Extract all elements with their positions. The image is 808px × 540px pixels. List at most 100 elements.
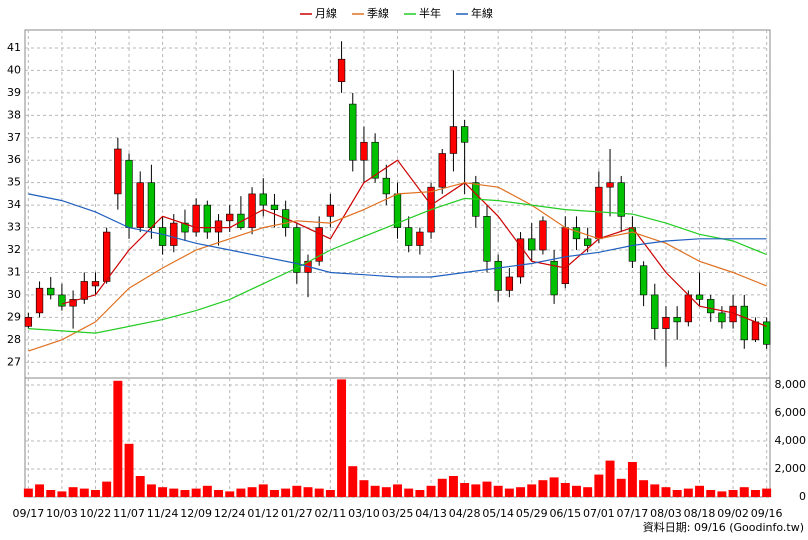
y-tick-label: 28	[7, 333, 21, 346]
candle-body	[695, 294, 704, 300]
y-tick-label: 32	[7, 243, 21, 256]
legend-label: 半年	[419, 6, 441, 20]
volume-bar	[113, 380, 123, 497]
y-tick-label: 39	[7, 86, 21, 99]
candle-body	[651, 294, 659, 329]
volume-bar	[281, 488, 291, 497]
volume-bar	[359, 480, 369, 497]
candle-body	[740, 305, 748, 341]
volume-bar	[146, 484, 156, 497]
volume-bar	[616, 478, 626, 497]
volume-bar	[538, 480, 548, 497]
volume-bar	[348, 466, 358, 497]
y-tick-label: 34	[7, 198, 21, 211]
volume-bar	[504, 488, 514, 497]
volume-bar	[437, 478, 447, 497]
x-tick-label: 12/09	[180, 507, 212, 520]
x-tick-label: 04/13	[415, 507, 447, 520]
volume-bar	[46, 490, 56, 497]
candle-body	[248, 193, 256, 228]
x-tick-label: 03/10	[348, 507, 380, 520]
candle-body	[662, 317, 670, 329]
volume-bar	[516, 487, 526, 497]
x-tick-label: 07/17	[617, 507, 649, 520]
volume-bar	[650, 484, 660, 497]
candle-body	[360, 141, 368, 161]
candle-body	[69, 299, 77, 307]
volume-bar	[627, 462, 637, 497]
y2-tick-label: 8,000	[775, 378, 807, 391]
volume-bar	[314, 488, 324, 497]
volume-bar	[191, 488, 201, 497]
candle-body	[147, 182, 156, 228]
candle-body	[24, 317, 33, 327]
volume-bar	[135, 476, 145, 497]
x-tick-label: 11/07	[113, 507, 145, 520]
ma-line	[28, 182, 767, 352]
candle-body	[762, 321, 771, 345]
y-tick-label: 36	[7, 153, 21, 166]
y-tick-label: 35	[7, 176, 21, 189]
volume-bar	[672, 490, 682, 497]
x-tick-label: 12/24	[214, 507, 246, 520]
candle-body	[416, 231, 424, 246]
volume-bar	[35, 484, 45, 497]
volume-bar	[214, 490, 223, 497]
candle-body	[337, 58, 346, 82]
candle-body	[158, 227, 167, 246]
ma-line	[28, 193, 767, 278]
x-tick-label: 08/18	[684, 507, 716, 520]
candle-body	[561, 227, 569, 285]
volume-bar	[258, 484, 268, 497]
volume-bar	[124, 443, 134, 497]
volume-bar	[337, 379, 347, 497]
volume-bar	[706, 490, 716, 497]
x-tick-label: 10/03	[46, 507, 78, 520]
volume-bar	[236, 488, 246, 497]
ma-line	[28, 197, 767, 334]
volume-bar	[158, 487, 168, 497]
candle-body	[382, 177, 390, 195]
candle-body	[270, 204, 279, 210]
candle-body	[617, 182, 625, 217]
candle-body	[103, 231, 111, 282]
y-tick-label: 41	[7, 41, 21, 54]
candle-body	[673, 317, 681, 323]
volume-bar	[426, 485, 436, 497]
x-tick-label: 04/28	[449, 507, 481, 520]
volume-bar	[68, 487, 78, 497]
volume-bar	[560, 483, 570, 497]
x-tick-label: 09/17	[13, 507, 45, 520]
candle-body	[584, 238, 592, 246]
candle-body	[371, 141, 379, 179]
volume-bar	[739, 487, 749, 497]
y-tick-label: 33	[7, 221, 21, 234]
candle-body	[203, 204, 211, 233]
x-tick-label: 01/27	[281, 507, 313, 520]
volume-bar	[23, 488, 33, 497]
candle-body	[91, 281, 100, 287]
candle-body	[192, 204, 200, 233]
volume-bar	[202, 485, 212, 497]
volume-bar	[572, 485, 581, 497]
volume-bar	[683, 488, 693, 497]
x-tick-label: 08/03	[650, 507, 682, 520]
volume-bar	[493, 485, 503, 497]
x-tick-label: 06/15	[549, 507, 581, 520]
volume-bar	[370, 485, 380, 497]
candle-body	[226, 213, 234, 222]
candle-body	[606, 182, 614, 188]
x-tick-label: 09/16	[751, 507, 783, 520]
candle-body	[214, 220, 223, 233]
y-tick-label: 37	[7, 131, 21, 144]
volume-bar	[404, 488, 414, 497]
y2-tick-label: 4,000	[775, 434, 807, 447]
volume-bar	[594, 474, 604, 497]
candle-body	[136, 182, 144, 228]
candle-body	[572, 227, 581, 240]
candle-body	[125, 159, 133, 228]
candle-body	[80, 281, 88, 300]
x-tick-label: 02/11	[315, 507, 347, 520]
volume-bar	[482, 481, 492, 497]
